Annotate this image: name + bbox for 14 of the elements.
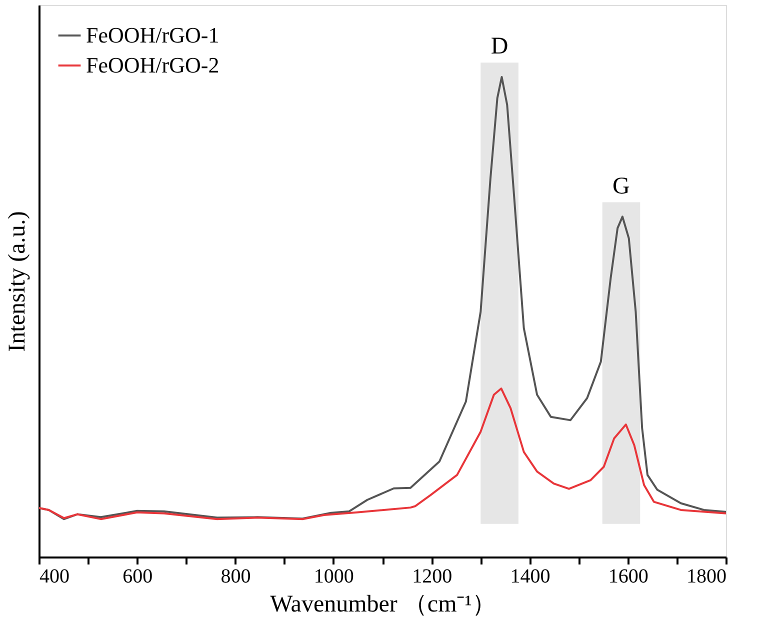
x-tick-label: 400 (40, 566, 70, 588)
legend-label: FeOOH/rGO-2 (86, 52, 220, 78)
x-tick-label: 1200 (412, 566, 452, 588)
x-tick-label: 1400 (510, 566, 550, 588)
legend-label: FeOOH/rGO-1 (86, 22, 220, 48)
x-tick-label: 800 (220, 566, 251, 588)
x-tick-label: 1000 (314, 566, 354, 588)
y-axis-title: Intensity (a.u.) (4, 211, 30, 352)
band-label: G (612, 173, 630, 200)
x-tick-label: 1600 (608, 566, 648, 588)
x-tick-label: 1800 (686, 566, 726, 588)
x-axis-title: Wavenumber （cm⁻¹） (270, 592, 496, 618)
band-label: D (490, 34, 508, 60)
x-tick-label: 600 (122, 566, 153, 588)
